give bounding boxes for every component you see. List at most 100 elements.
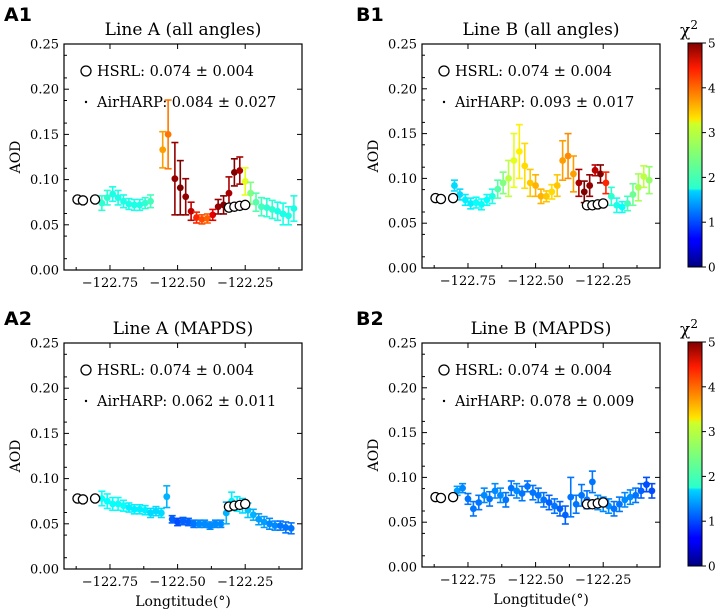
airharp-point — [588, 478, 596, 486]
y-axis-label: AOD — [366, 140, 382, 174]
airharp-point — [174, 518, 181, 526]
airharp-point — [610, 505, 618, 513]
airharp-point — [247, 189, 255, 197]
airharp-point — [236, 167, 244, 174]
airharp-point — [271, 522, 279, 530]
airharp-point — [109, 500, 117, 508]
hsrl-point — [597, 198, 609, 209]
legend-hsrl-text: HSRL: 0.074 ± 0.004 — [97, 363, 254, 379]
airharp-point — [537, 192, 545, 200]
airharp-point — [648, 487, 656, 495]
legend-airharp-text: AirHARP: 0.062 ± 0.011 — [96, 394, 276, 410]
airharp-point — [287, 524, 295, 532]
airharp-point — [513, 487, 521, 495]
legend-airharp-marker — [84, 399, 88, 403]
airharp-point — [98, 199, 106, 207]
airharp-point — [572, 500, 580, 508]
airharp-point — [171, 175, 179, 183]
hsrl-point — [77, 195, 89, 206]
plot-frame — [63, 342, 303, 570]
airharp-point — [540, 496, 548, 504]
airharp-point — [120, 197, 127, 205]
colorbar — [687, 341, 703, 567]
airharp-point — [136, 505, 144, 513]
airharp-point — [543, 192, 550, 200]
airharp-point — [521, 162, 529, 170]
airharp-point — [195, 520, 203, 528]
airharp-point — [141, 506, 149, 514]
colorbar-tick-label: 0 — [708, 261, 716, 275]
airharp-point — [613, 201, 621, 209]
legend-hsrl-text: HSRL: 0.074 ± 0.004 — [455, 64, 612, 80]
airharp-point — [505, 175, 512, 182]
airharp-point — [252, 198, 260, 206]
x-tick-label: −122.50 — [149, 276, 205, 291]
airharp-point — [575, 179, 583, 187]
x-tick-label: −122.75 — [82, 276, 138, 291]
airharp-point — [502, 496, 510, 504]
airharp-point — [152, 507, 160, 515]
airharp-point — [480, 491, 488, 499]
colorbar-tick-label: 5 — [708, 37, 716, 51]
airharp-point — [141, 199, 149, 207]
hsrl-point — [435, 492, 447, 504]
airharp-point — [193, 214, 200, 221]
airharp-point — [548, 188, 556, 196]
x-tick-label: −122.75 — [82, 575, 138, 590]
airharp-point — [206, 522, 214, 530]
y-tick-label: 0.10 — [30, 173, 59, 188]
airharp-point — [109, 190, 117, 198]
hsrl-point — [89, 493, 101, 504]
y-tick-label: 0.20 — [388, 381, 417, 396]
airharp-point — [618, 203, 626, 211]
airharp-point — [591, 166, 599, 174]
airharp-point — [586, 182, 594, 189]
airharp-point — [451, 182, 458, 189]
panel-label: B2 — [356, 308, 384, 330]
airharp-point — [640, 173, 648, 181]
airharp-point — [209, 211, 217, 219]
airharp-point — [136, 201, 144, 209]
panel-a2: A2 Line A (MAPDS) 0.00 0.05 0.10 0.15 0.20 0.25… — [4, 308, 303, 610]
legend-airharp-text: AirHARP: 0.093 ± 0.017 — [454, 95, 634, 111]
x-axis-label: Longtitude(°) — [493, 592, 589, 608]
airharp-point — [486, 495, 494, 503]
panel-title: Line B (MAPDS) — [471, 319, 612, 339]
x-tick-label: −122.25 — [575, 573, 631, 588]
airharp-point — [643, 481, 650, 488]
airharp-point — [499, 179, 507, 187]
airharp-point — [190, 520, 198, 528]
airharp-point — [564, 152, 572, 160]
colorbar-tick-label: 0 — [708, 560, 716, 574]
airharp-point — [597, 170, 604, 178]
airharp-point — [214, 203, 222, 211]
airharp-point — [469, 505, 477, 513]
airharp-point — [561, 511, 569, 519]
legend-hsrl-marker — [438, 65, 450, 77]
airharp-point — [472, 199, 480, 206]
airharp-point — [114, 500, 122, 508]
hsrl-point — [435, 193, 447, 205]
plot-frame — [421, 342, 661, 568]
airharp-point — [282, 524, 290, 531]
airharp-point — [507, 484, 515, 492]
colorbar-tick-label: 3 — [708, 126, 716, 140]
colorbar-label: χ2 — [680, 317, 698, 340]
airharp-point — [494, 185, 502, 193]
airharp-point — [103, 497, 111, 505]
airharp-point — [230, 168, 238, 176]
y-tick-label: 0.05 — [30, 218, 59, 233]
airharp-point — [626, 493, 634, 501]
legend-hsrl-marker — [80, 364, 92, 376]
airharp-point — [534, 491, 542, 499]
airharp-point — [98, 495, 106, 502]
airharp-point — [176, 184, 184, 192]
airharp-point — [602, 179, 610, 187]
airharp-point — [483, 196, 491, 204]
panel-b2: B2 Line B (MAPDS) 0.00 0.05 0.10 0.15 0.20 0.25… — [356, 308, 716, 608]
airharp-point — [217, 520, 225, 528]
x-tick-label: −122.75 — [440, 274, 496, 289]
airharp-point — [290, 205, 298, 212]
colorbar-tick-label: 2 — [708, 171, 716, 185]
airharp-point — [532, 182, 539, 189]
